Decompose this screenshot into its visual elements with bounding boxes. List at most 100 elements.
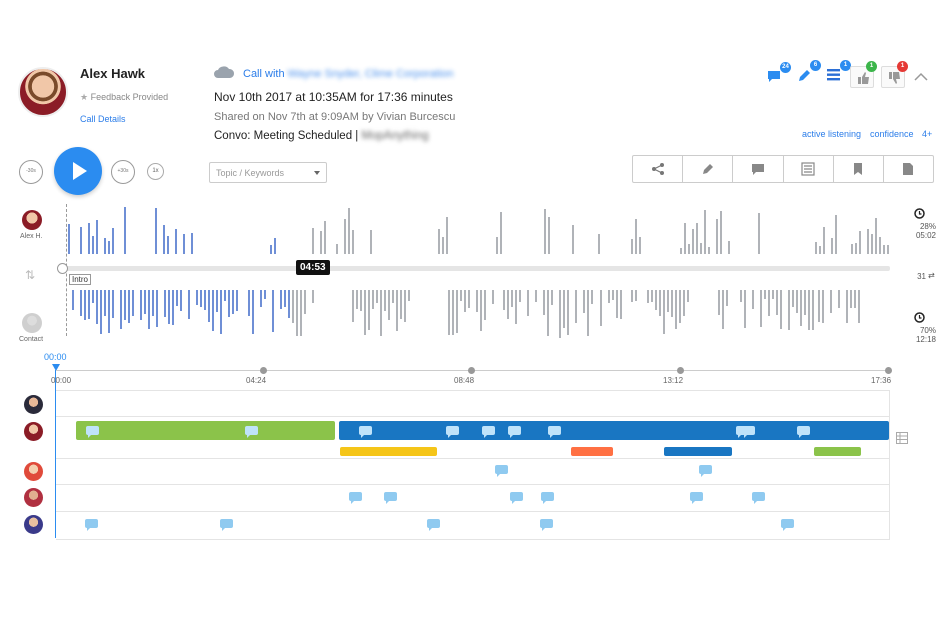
comments-count: 24 [780,62,791,73]
waveform-bar [140,290,142,320]
comment-bubble[interactable] [482,426,495,438]
participant-avatar [24,515,43,534]
transcript-button[interactable] [784,156,834,182]
waveform-bar [708,247,710,254]
waveform-bar [684,223,686,254]
waveform-bar [704,210,706,254]
bookmark-button[interactable] [834,156,884,182]
document-button[interactable] [884,156,933,182]
comment-bubble[interactable] [220,519,233,531]
waveform-bar [84,290,86,320]
topic-keywords-select[interactable]: Topic / Keywords [209,162,327,183]
waveform-bar [252,290,254,334]
waveform-bar [200,290,202,307]
comment-bubble[interactable] [781,519,794,531]
waveform-bar [176,290,178,306]
comment-bubble[interactable] [699,465,712,477]
waveform-bar [175,229,177,254]
waveform-bar [758,213,760,254]
forward-button[interactable]: +30s [111,160,135,184]
comment-bubble[interactable] [85,519,98,531]
waveform-bar [535,290,537,302]
yellow-segment[interactable] [340,447,437,456]
waveform-bar [360,290,362,311]
speed-button[interactable]: 1x [147,163,164,180]
waveform-bar [404,290,406,322]
collapse-chevron-icon[interactable] [914,72,928,81]
contact-talk-pct: 70% [919,326,936,335]
waveform-bar [164,290,166,317]
waveform-bar [124,207,126,254]
waveform-bar [324,221,326,254]
waveform-bar [815,242,817,254]
bookmark-icon [854,163,863,175]
waveform-bar [448,290,450,335]
edit-button[interactable]: 6 [797,60,821,86]
share-button[interactable] [633,156,684,182]
blue-segment[interactable] [339,421,889,440]
comment-bubble[interactable] [359,426,372,438]
document-icon [903,163,914,175]
playhead-line [55,370,56,538]
tag-active-listening[interactable]: active listening [802,129,862,139]
thumbs-up-button[interactable]: 1 [850,61,877,88]
edit-note-button[interactable] [683,156,734,182]
waveform-bar [220,290,222,334]
swap-arrows-icon[interactable]: ⇅ [25,268,36,282]
rewind-button[interactable]: -30s [19,160,43,184]
waveform-bar [188,290,190,319]
comment-bubble[interactable] [495,465,508,477]
comment-bubble[interactable] [86,426,99,438]
waveform-bar [312,290,314,303]
comment-bubble[interactable] [541,492,554,504]
comment-bubble[interactable] [427,519,440,531]
comment-bubble[interactable] [384,492,397,504]
waveform-bar [503,290,505,310]
tag-confidence[interactable]: confidence [870,129,914,139]
waveform-bar [519,290,521,302]
waveform-bar [232,290,234,314]
comment-bubble[interactable] [508,426,521,438]
waveform-progress-track[interactable] [66,266,890,271]
waveform-bar [100,290,102,334]
waveform-bar [492,290,494,304]
comment-bubble[interactable] [245,426,258,438]
tick-label: 04:24 [246,376,267,385]
waveform-bar [671,290,673,317]
call-with-contact[interactable]: Wayne Snyder, Clime Corporation [287,68,454,80]
comment-bubble[interactable] [742,426,755,438]
waveform-bar [722,290,724,329]
comment-bubble[interactable] [752,492,765,504]
playhead-marker[interactable] [52,364,60,371]
green-segment[interactable] [76,421,335,440]
comment-button[interactable] [733,156,784,182]
call-details-link[interactable]: Call Details [80,114,126,124]
orange-segment[interactable] [571,447,613,456]
play-button[interactable] [54,147,102,195]
blue-small-segment[interactable] [664,447,732,456]
comment-bubble[interactable] [690,492,703,504]
waveform-bar [667,290,669,312]
cloud-icon [214,66,235,78]
tags-more[interactable]: 4+ [922,129,933,139]
comment-bubble[interactable] [446,426,459,438]
scorecard-button[interactable]: 1 [827,60,851,86]
comment-bubble[interactable] [548,426,561,438]
comment-bubble[interactable] [510,492,523,504]
comment-bubble[interactable] [797,426,810,438]
participant-avatar [24,462,43,481]
table-view-icon[interactable] [896,432,908,444]
convo-account: MopAnything [361,130,429,142]
waveform-bar [168,290,170,324]
action-toolbar [632,155,934,183]
waveform-bar [883,245,885,254]
thumbs-down-button[interactable]: 1 [881,61,908,88]
comments-button[interactable]: 24 [767,62,791,88]
waveform-bar [818,290,820,322]
comment-bubble[interactable] [540,519,553,531]
waveform-bar [376,290,378,303]
green-small-segment[interactable] [814,447,861,456]
thumbs-down-count: 1 [897,61,908,72]
waveform-bar [700,243,702,254]
comment-bubble[interactable] [349,492,362,504]
